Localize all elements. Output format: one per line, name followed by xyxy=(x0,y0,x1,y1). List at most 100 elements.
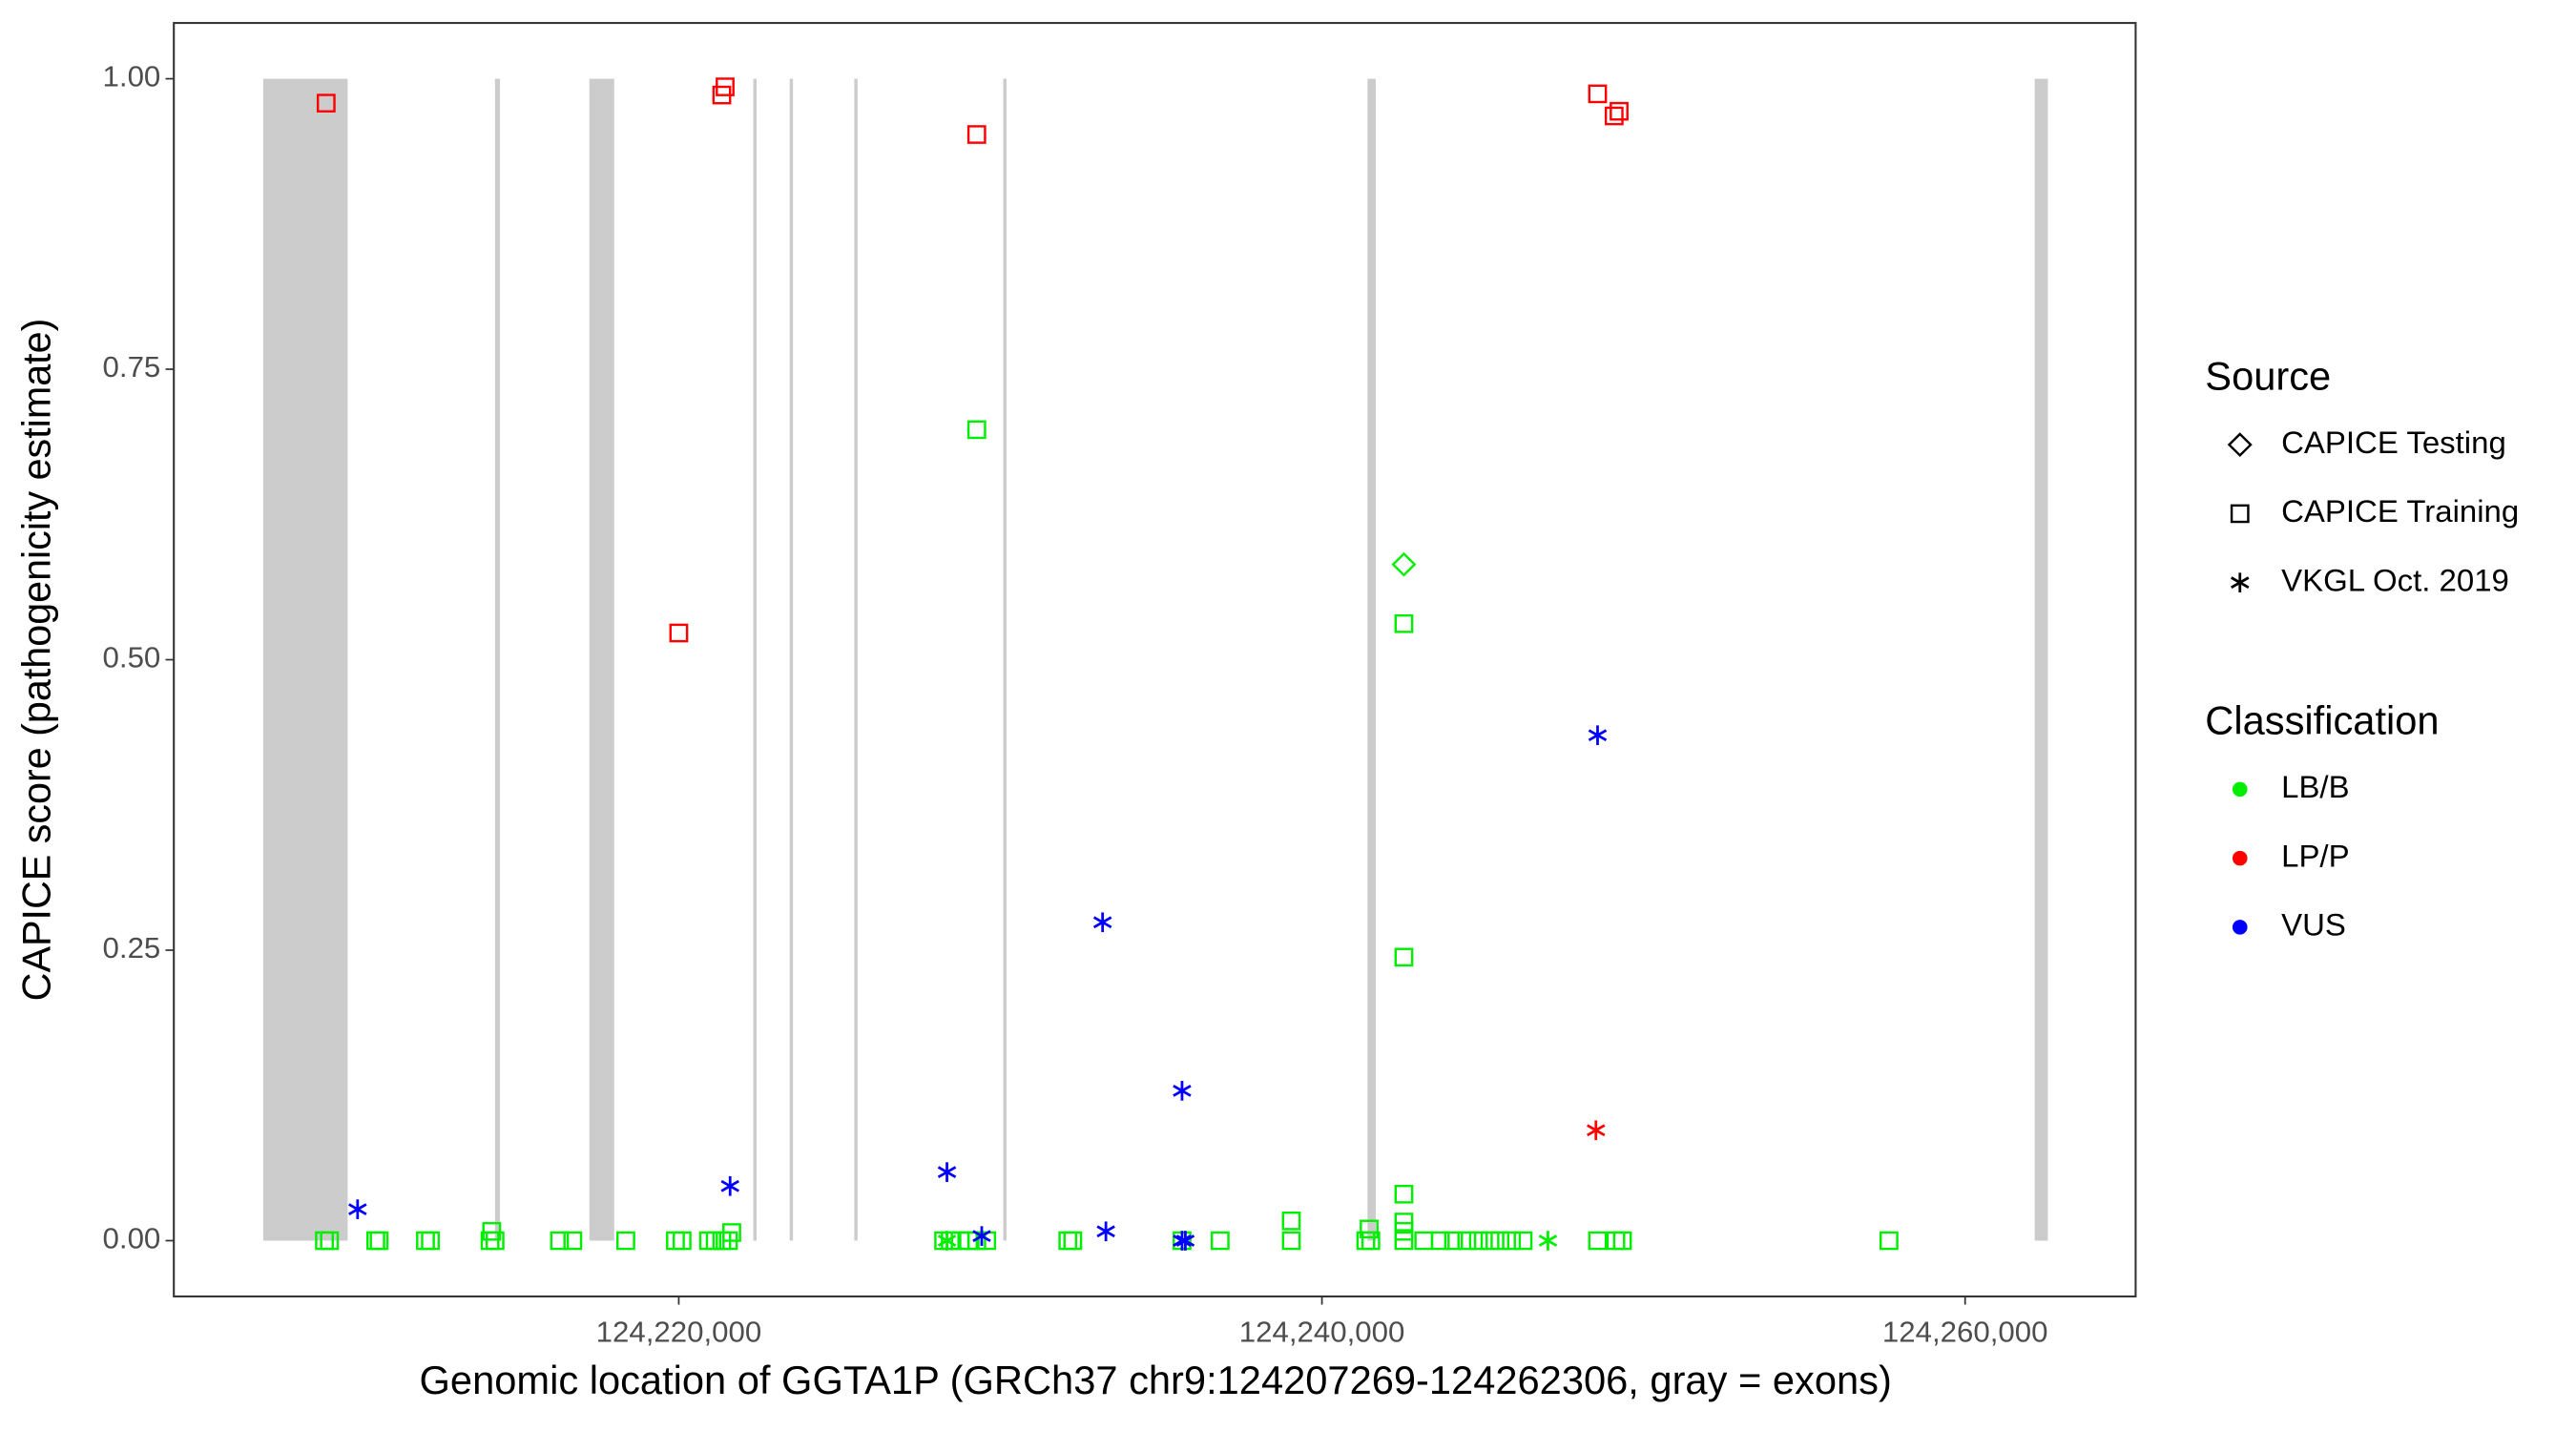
legend-label: LB/B xyxy=(2281,769,2349,804)
asterisk-stroke xyxy=(1538,1234,1558,1247)
plot-border xyxy=(173,22,2137,1297)
data-point xyxy=(1175,1231,1195,1251)
legend-label: CAPICE Training xyxy=(2281,493,2519,529)
data-point xyxy=(718,1231,738,1251)
exon xyxy=(494,78,501,1241)
asterisk-stroke xyxy=(2231,576,2250,590)
data-point xyxy=(616,1231,635,1251)
data-point xyxy=(348,1199,367,1219)
legend-title: Classification xyxy=(2205,698,2439,743)
data-point xyxy=(1588,725,1608,746)
exon xyxy=(2034,78,2048,1241)
data-point xyxy=(666,1231,685,1251)
data-point xyxy=(1490,1231,1510,1251)
legend-symbol xyxy=(2232,920,2248,935)
data-point xyxy=(1612,1231,1632,1251)
data-point xyxy=(941,1231,960,1251)
exon xyxy=(854,78,858,1241)
y-tick-label: 0.50 xyxy=(103,641,161,674)
data-point xyxy=(1513,1231,1533,1251)
data-point xyxy=(1610,101,1629,121)
data-point xyxy=(966,125,987,144)
exon xyxy=(1367,78,1376,1241)
data-point xyxy=(1588,84,1608,104)
data-point xyxy=(1414,1231,1434,1251)
asterisk-stroke xyxy=(1588,729,1608,742)
legend-label: VKGL Oct. 2019 xyxy=(2281,562,2509,597)
exon xyxy=(589,78,614,1241)
data-point xyxy=(966,420,987,440)
data-point xyxy=(1394,613,1414,633)
y-tick-label: 0.75 xyxy=(103,350,161,384)
data-point xyxy=(485,1231,505,1251)
legend-symbol xyxy=(2227,432,2253,458)
legend-label: VUS xyxy=(2281,907,2346,943)
data-point xyxy=(937,1162,957,1182)
asterisk-stroke xyxy=(1175,1234,1195,1247)
y-tick-label: 0.00 xyxy=(103,1222,161,1255)
y-tick-label: 0.25 xyxy=(103,931,161,964)
asterisk-stroke xyxy=(1173,1085,1192,1097)
data-point xyxy=(1360,1219,1379,1239)
data-point xyxy=(1430,1231,1450,1251)
asterisk-stroke xyxy=(972,1230,991,1242)
data-point xyxy=(421,1231,441,1251)
data-point xyxy=(320,1231,340,1251)
legend-symbol xyxy=(2231,572,2250,592)
x-tick-label: 124,220,000 xyxy=(596,1316,762,1349)
data-point xyxy=(1502,1231,1522,1251)
x-tick-label: 124,240,000 xyxy=(1239,1316,1405,1349)
exon xyxy=(753,78,758,1241)
asterisk-stroke xyxy=(720,1179,739,1192)
data-point xyxy=(416,1231,435,1251)
data-point xyxy=(1394,1231,1414,1251)
legend-symbol xyxy=(2232,850,2248,866)
asterisk-stroke xyxy=(937,1234,957,1247)
asterisk-stroke xyxy=(1173,1234,1192,1247)
data-point xyxy=(550,1231,570,1251)
data-point xyxy=(669,623,689,643)
data-point xyxy=(1604,106,1624,126)
data-point xyxy=(1538,1231,1558,1251)
exon xyxy=(789,78,794,1241)
exon xyxy=(1003,78,1008,1241)
data-point xyxy=(1480,1231,1500,1251)
data-point xyxy=(1096,1221,1115,1242)
data-point xyxy=(1391,551,1417,577)
exon xyxy=(262,78,348,1241)
data-point xyxy=(369,1231,389,1251)
data-point xyxy=(1281,1211,1301,1231)
asterisk-stroke xyxy=(937,1166,957,1178)
data-point xyxy=(316,93,336,113)
legend-symbol xyxy=(2230,504,2250,524)
data-point xyxy=(1457,1231,1477,1251)
asterisk-stroke xyxy=(1096,1225,1115,1238)
x-axis-title: Genomic location of GGTA1P (GRCh37 chr9:… xyxy=(420,1358,1892,1402)
legend-title: Source xyxy=(2205,353,2331,398)
data-point xyxy=(1173,1081,1192,1101)
legend-symbol xyxy=(2232,781,2248,798)
data-point xyxy=(1058,1231,1078,1251)
data-point xyxy=(1173,1231,1192,1251)
asterisk-stroke xyxy=(348,1203,367,1215)
data-point xyxy=(1063,1231,1083,1251)
asterisk-stroke xyxy=(1092,916,1112,929)
legend-label: LP/P xyxy=(2281,838,2349,873)
data-point xyxy=(1210,1231,1230,1251)
data-point xyxy=(1587,1120,1606,1141)
data-point xyxy=(1606,1231,1626,1251)
data-point xyxy=(673,1231,692,1251)
data-point xyxy=(937,1231,957,1251)
data-point xyxy=(1281,1231,1301,1251)
data-point xyxy=(1880,1231,1899,1251)
data-point xyxy=(1394,1184,1414,1204)
x-tick-label: 124,260,000 xyxy=(1882,1316,2048,1349)
y-tick-label: 1.00 xyxy=(103,60,161,93)
data-point xyxy=(720,1175,739,1196)
data-point xyxy=(1394,947,1414,967)
data-point xyxy=(1092,912,1112,933)
data-point xyxy=(1588,1231,1608,1251)
data-point xyxy=(1444,1231,1464,1251)
data-point xyxy=(716,77,735,96)
